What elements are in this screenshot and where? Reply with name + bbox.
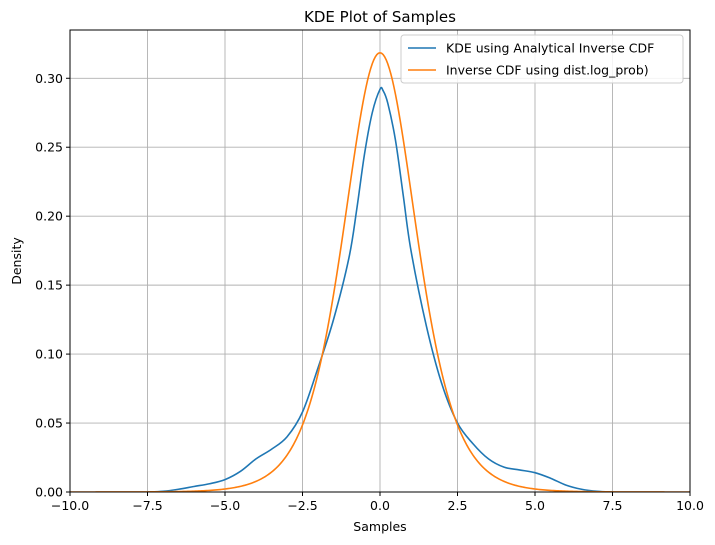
y-tick-label: 0.10 bbox=[35, 347, 63, 362]
legend-box bbox=[400, 34, 684, 84]
y-tick-label: 0.05 bbox=[35, 416, 63, 431]
x-tick-label: −7.5 bbox=[132, 498, 162, 513]
y-axis-label: Density bbox=[9, 237, 24, 285]
x-tick-label: 5.0 bbox=[525, 498, 545, 513]
legend-label-inverse-cdf: Inverse CDF using dist.log_prob) bbox=[446, 63, 649, 78]
x-tick-label: 2.5 bbox=[448, 498, 468, 513]
axis-ticks: −10.0 −7.5 −5.0 −2.5 0.0 2.5 5.0 7.5 10.0 0.00 0.0… bbox=[35, 71, 704, 513]
x-axis-label: Samples bbox=[353, 519, 406, 534]
x-tick-label: 7.5 bbox=[603, 498, 623, 513]
series-line-kde-analytical bbox=[147, 86, 613, 492]
x-tick-label: −2.5 bbox=[287, 498, 317, 513]
x-tick-label: 10.0 bbox=[676, 498, 704, 513]
legend-label-kde: KDE using Analytical Inverse CDF bbox=[446, 41, 654, 56]
y-tick-label: 0.20 bbox=[35, 209, 63, 224]
y-tick-label: 0.30 bbox=[35, 71, 63, 86]
y-tick-label: 0.15 bbox=[35, 278, 63, 293]
x-tick-label: −5.0 bbox=[210, 498, 240, 513]
x-tick-label: −10.0 bbox=[51, 498, 89, 513]
y-tick-label: 0.25 bbox=[35, 140, 63, 155]
x-tick-label: 0.0 bbox=[370, 498, 390, 513]
y-tick-label: 0.00 bbox=[35, 485, 63, 500]
legend: KDE using Analytical Inverse CDF Inverse… bbox=[400, 34, 684, 84]
chart-title: KDE Plot of Samples bbox=[304, 8, 456, 26]
